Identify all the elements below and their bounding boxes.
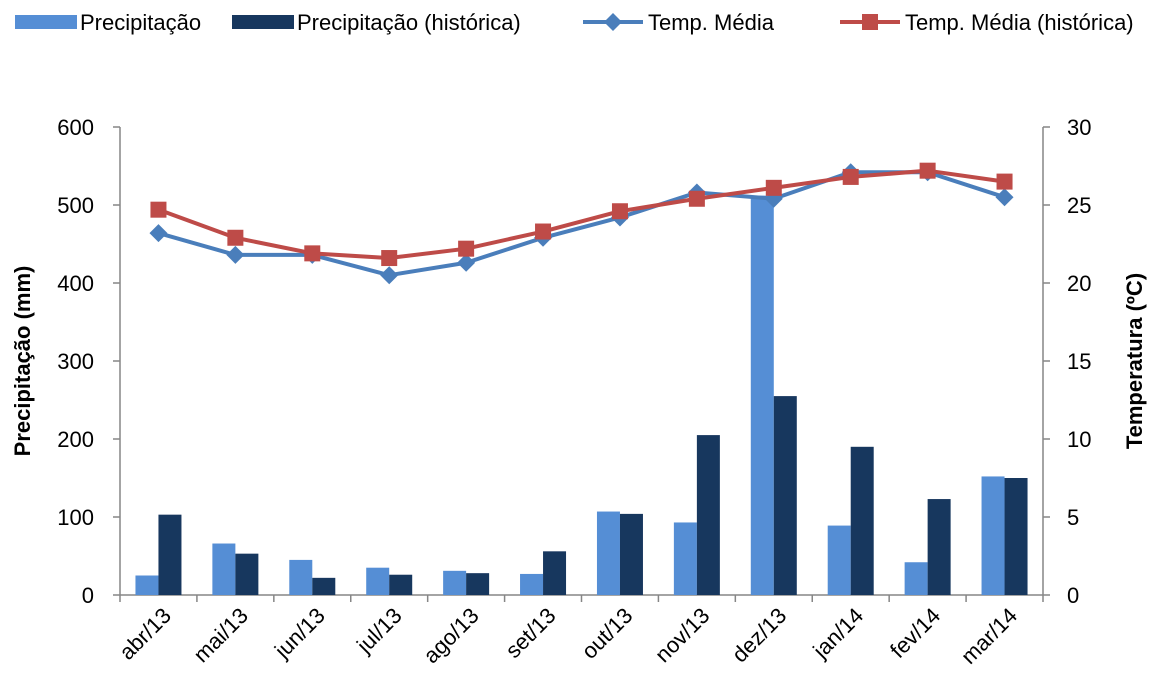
legend-label: Temp. Média xyxy=(648,10,775,35)
bar xyxy=(850,446,874,595)
bar xyxy=(235,553,259,595)
bar xyxy=(366,567,390,595)
x-tick-label: jul/13 xyxy=(351,603,407,659)
x-tick-label: jan/14 xyxy=(807,603,868,664)
marker xyxy=(842,168,859,185)
y2-tick-label: 20 xyxy=(1067,271,1091,296)
legend-swatch xyxy=(15,15,77,29)
bar xyxy=(773,396,797,595)
marker xyxy=(919,162,936,179)
x-tick-label: out/13 xyxy=(577,603,638,664)
marker xyxy=(458,240,475,257)
line xyxy=(157,168,1005,261)
legend-label: Precipitação xyxy=(80,10,201,35)
bar xyxy=(543,551,567,595)
bar xyxy=(827,525,851,595)
marker xyxy=(611,203,628,220)
marker xyxy=(995,188,1014,207)
y2-tick-label: 15 xyxy=(1067,349,1091,374)
bar xyxy=(289,559,313,595)
y2-tick-label: 30 xyxy=(1067,115,1091,140)
bar xyxy=(466,573,490,595)
x-tick-label: fev/14 xyxy=(885,603,945,663)
legend-marker xyxy=(604,13,622,31)
bar xyxy=(389,574,413,595)
y-axis-label: Precipitação (mm) xyxy=(10,266,35,457)
y2-axis-label: Temperatura (ºC) xyxy=(1122,273,1147,449)
bar xyxy=(158,514,182,595)
y2-tick-label: 5 xyxy=(1067,505,1079,530)
marker xyxy=(688,190,705,207)
x-tick-label: mai/13 xyxy=(189,603,253,667)
marker xyxy=(535,223,552,240)
bar xyxy=(312,577,336,595)
x-tick-label: jun/13 xyxy=(269,603,330,664)
line xyxy=(157,170,1006,278)
bar xyxy=(443,570,467,595)
marker xyxy=(226,245,245,264)
marker xyxy=(380,266,399,285)
marker xyxy=(457,253,476,272)
y2-tick-label: 0 xyxy=(1067,583,1079,608)
y2-tick-label: 25 xyxy=(1067,193,1091,218)
y-tick-label: 100 xyxy=(57,505,94,530)
legend-label: Temp. Média (histórica) xyxy=(905,10,1134,35)
marker xyxy=(150,201,167,218)
marker xyxy=(996,173,1013,190)
y-tick-label: 500 xyxy=(57,193,94,218)
marker xyxy=(149,224,168,243)
bar xyxy=(750,195,774,595)
x-tick-label: abr/13 xyxy=(114,603,176,665)
x-tick-label: set/13 xyxy=(501,603,561,663)
x-tick-label: dez/13 xyxy=(727,603,791,667)
bar xyxy=(1004,478,1028,595)
bar xyxy=(596,511,620,595)
x-tick-label: nov/13 xyxy=(650,603,714,667)
y2-tick-label: 10 xyxy=(1067,427,1091,452)
x-tick-label: ago/13 xyxy=(418,603,483,668)
legend-swatch xyxy=(232,15,294,29)
bar xyxy=(212,543,236,595)
bar xyxy=(981,476,1005,595)
legend-label: Precipitação (histórica) xyxy=(297,10,521,35)
bar xyxy=(673,522,697,595)
y-tick-label: 200 xyxy=(57,427,94,452)
x-tick-label: mar/14 xyxy=(956,603,1022,669)
y-tick-label: 400 xyxy=(57,271,94,296)
legend-marker xyxy=(862,14,878,30)
y-tick-label: 600 xyxy=(57,115,94,140)
marker xyxy=(304,245,321,262)
bar xyxy=(696,435,720,595)
marker xyxy=(765,179,782,196)
bar xyxy=(520,573,544,595)
marker xyxy=(227,229,244,246)
y-tick-label: 300 xyxy=(57,349,94,374)
bar xyxy=(927,499,951,595)
bar xyxy=(904,562,928,595)
bar xyxy=(619,513,643,595)
bar xyxy=(135,575,159,595)
y-tick-label: 0 xyxy=(82,583,94,608)
marker xyxy=(381,250,398,267)
